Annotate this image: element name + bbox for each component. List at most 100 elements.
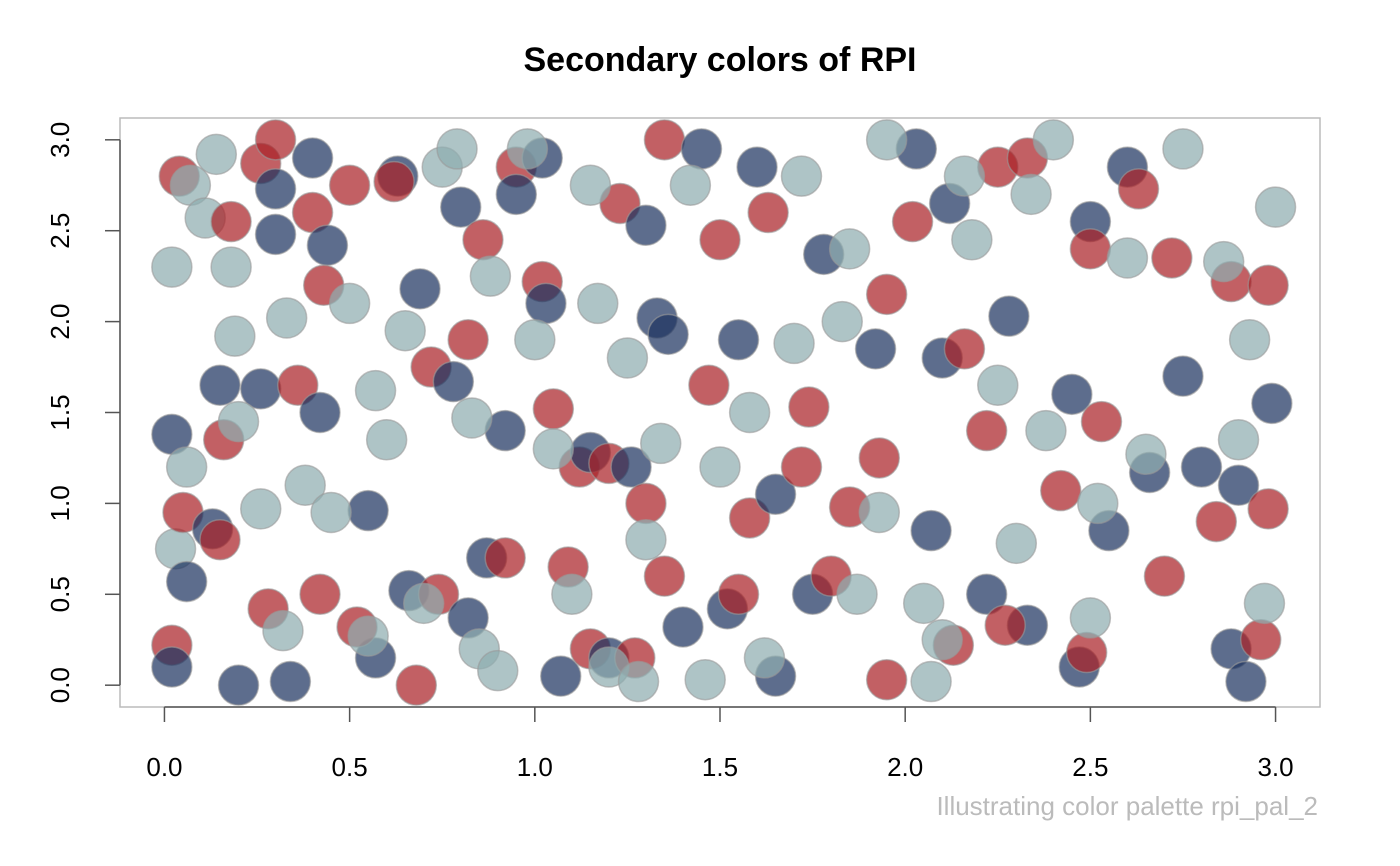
point	[151, 646, 193, 688]
point	[669, 164, 712, 207]
point	[965, 573, 1008, 616]
point	[395, 664, 438, 706]
point	[151, 246, 193, 288]
point	[951, 219, 993, 261]
point	[277, 364, 319, 406]
x-tick-label: 0.5	[332, 752, 368, 782]
point	[780, 155, 823, 197]
chart-subtitle: Illustrating color palette rpi_pal_2	[936, 791, 1318, 821]
x-tick-label: 2.5	[1072, 752, 1108, 782]
point	[1069, 228, 1112, 270]
point	[747, 191, 789, 234]
point	[910, 660, 952, 703]
point	[265, 297, 308, 339]
point	[1051, 373, 1093, 416]
point	[514, 319, 556, 361]
point	[469, 255, 512, 297]
point	[625, 204, 667, 247]
point	[965, 409, 1008, 452]
point	[291, 137, 334, 179]
point	[828, 228, 871, 270]
point	[439, 186, 482, 228]
point	[354, 369, 397, 412]
point	[214, 315, 256, 357]
y-tick-label: 2.5	[45, 213, 75, 249]
point	[299, 391, 341, 434]
point	[451, 397, 493, 439]
point	[1180, 446, 1223, 488]
point	[347, 615, 389, 657]
point	[858, 437, 901, 479]
y-tick-label: 3.0	[45, 122, 75, 158]
point	[254, 213, 297, 256]
x-tick-label: 1.5	[702, 752, 738, 782]
chart-title: Secondary colors of RPI	[524, 41, 917, 79]
point	[577, 282, 619, 325]
point	[436, 128, 478, 170]
point	[943, 328, 986, 370]
point	[688, 364, 730, 406]
point	[484, 537, 526, 579]
point	[1217, 464, 1260, 506]
point	[1162, 128, 1204, 170]
point	[717, 573, 760, 616]
point	[402, 582, 445, 625]
point	[569, 164, 612, 207]
point	[269, 660, 312, 703]
point	[699, 446, 741, 488]
point	[1065, 631, 1108, 674]
point	[680, 128, 723, 170]
point	[891, 200, 934, 243]
y-tick-label: 0.0	[45, 667, 75, 703]
point	[1202, 240, 1245, 283]
point	[462, 219, 504, 261]
point	[754, 473, 797, 516]
point	[625, 482, 667, 525]
point	[284, 464, 326, 506]
point	[699, 219, 741, 261]
point	[1106, 237, 1149, 279]
point	[995, 522, 1038, 565]
point	[684, 658, 726, 701]
point	[606, 337, 649, 379]
point	[736, 146, 778, 188]
point	[988, 295, 1030, 337]
point	[1080, 400, 1123, 443]
point	[399, 268, 441, 310]
point	[1225, 660, 1267, 703]
point	[910, 509, 952, 552]
point	[1039, 469, 1082, 512]
point	[1117, 168, 1160, 210]
point	[1025, 409, 1067, 452]
point	[1239, 618, 1282, 661]
point	[1010, 173, 1052, 216]
point	[773, 322, 815, 365]
point	[532, 388, 575, 430]
point	[525, 282, 567, 325]
point	[365, 419, 408, 461]
point	[299, 573, 341, 616]
point	[647, 313, 689, 356]
point	[788, 386, 830, 428]
point	[1228, 319, 1271, 361]
point	[821, 300, 863, 343]
point	[865, 119, 908, 161]
point	[165, 560, 208, 603]
point	[943, 155, 986, 197]
x-tick-label: 1.0	[517, 752, 553, 782]
point	[1069, 597, 1112, 639]
y-tick-label: 0.5	[45, 576, 75, 612]
point	[639, 422, 682, 465]
point	[728, 497, 771, 539]
point	[165, 446, 208, 488]
point	[854, 328, 897, 370]
point	[532, 428, 575, 470]
point	[858, 491, 901, 534]
point	[643, 555, 686, 597]
point	[217, 400, 260, 443]
point	[1162, 355, 1204, 397]
point	[328, 164, 371, 207]
point	[1217, 419, 1260, 461]
point	[1247, 488, 1289, 530]
